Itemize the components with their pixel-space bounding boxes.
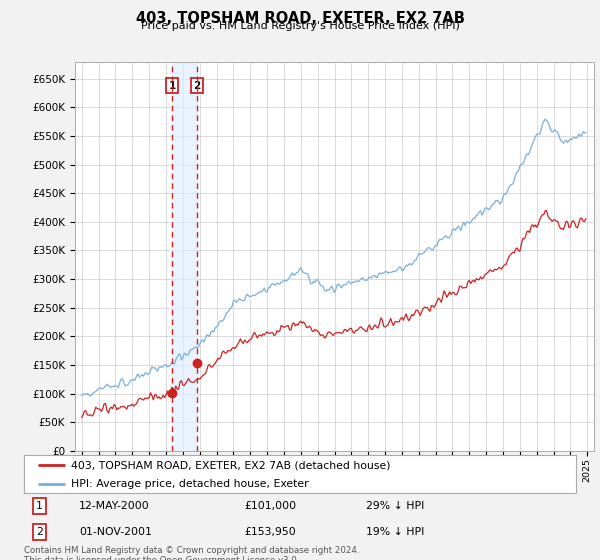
Text: 403, TOPSHAM ROAD, EXETER, EX2 7AB (detached house): 403, TOPSHAM ROAD, EXETER, EX2 7AB (deta… — [71, 460, 391, 470]
Text: 19% ↓ HPI: 19% ↓ HPI — [366, 527, 425, 537]
Text: 403, TOPSHAM ROAD, EXETER, EX2 7AB: 403, TOPSHAM ROAD, EXETER, EX2 7AB — [136, 11, 464, 26]
Text: Contains HM Land Registry data © Crown copyright and database right 2024.
This d: Contains HM Land Registry data © Crown c… — [24, 546, 359, 560]
Text: 1: 1 — [169, 81, 176, 91]
Text: HPI: Average price, detached house, Exeter: HPI: Average price, detached house, Exet… — [71, 479, 308, 489]
Text: Price paid vs. HM Land Registry's House Price Index (HPI): Price paid vs. HM Land Registry's House … — [140, 21, 460, 31]
Text: £153,950: £153,950 — [245, 527, 296, 537]
Text: 2: 2 — [36, 527, 43, 537]
Text: 01-NOV-2001: 01-NOV-2001 — [79, 527, 152, 537]
Text: 2: 2 — [193, 81, 200, 91]
Text: £101,000: £101,000 — [245, 501, 297, 511]
Bar — [172, 62, 197, 451]
Text: 1: 1 — [36, 501, 43, 511]
Text: 29% ↓ HPI: 29% ↓ HPI — [366, 501, 425, 511]
Text: 12-MAY-2000: 12-MAY-2000 — [79, 501, 150, 511]
